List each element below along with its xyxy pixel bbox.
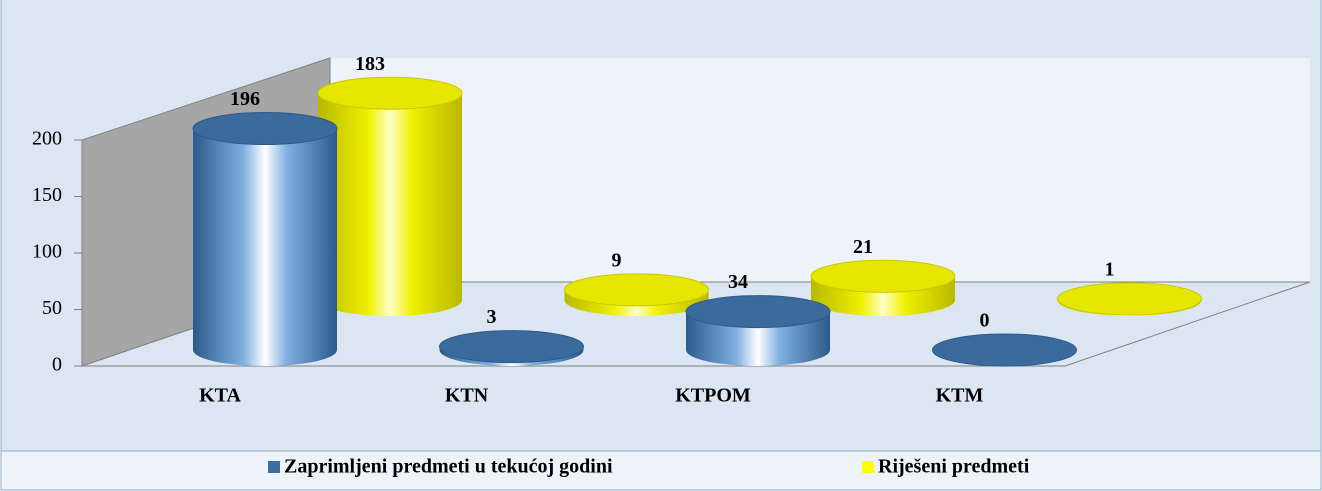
- cylinder-top: [439, 330, 584, 364]
- cylinder-top: [685, 295, 831, 329]
- y-tick-label: 150: [32, 184, 62, 206]
- value-label: 1: [1105, 258, 1115, 280]
- cylinder: [193, 128, 337, 366]
- cylinder-top: [192, 112, 338, 146]
- x-tick-label: KTPOM: [675, 385, 751, 407]
- x-tick-label: KTN: [445, 385, 489, 407]
- value-label: 34: [728, 271, 748, 293]
- legend-swatch: [268, 461, 280, 473]
- y-tick-label: 200: [32, 128, 62, 150]
- value-label: 3: [487, 306, 497, 328]
- cylinder-top: [564, 273, 709, 307]
- cylinder: [318, 93, 462, 317]
- cylinder-top: [317, 76, 463, 110]
- x-tick-label: KTA: [199, 385, 241, 407]
- value-label: 21: [853, 236, 873, 258]
- legend-label: Zaprimljeni predmeti u tekućoj godini: [284, 456, 613, 478]
- legend-panel: [0, 450, 1322, 491]
- cylinder-top: [1057, 282, 1202, 316]
- x-tick-label: KTM: [936, 385, 984, 407]
- back-wall: [330, 58, 1310, 282]
- value-label: 183: [355, 53, 385, 75]
- value-label: 196: [230, 88, 260, 110]
- cylinder-top: [932, 333, 1077, 367]
- legend-label: Riješeni predmeti: [878, 456, 1030, 478]
- y-tick-label: 0: [52, 354, 62, 376]
- y-tick-label: 100: [32, 241, 62, 263]
- legend-swatch: [862, 461, 874, 473]
- value-label: 0: [980, 310, 990, 332]
- value-label: 9: [612, 249, 622, 271]
- cylinder-top: [810, 259, 956, 293]
- y-tick-label: 50: [42, 297, 62, 319]
